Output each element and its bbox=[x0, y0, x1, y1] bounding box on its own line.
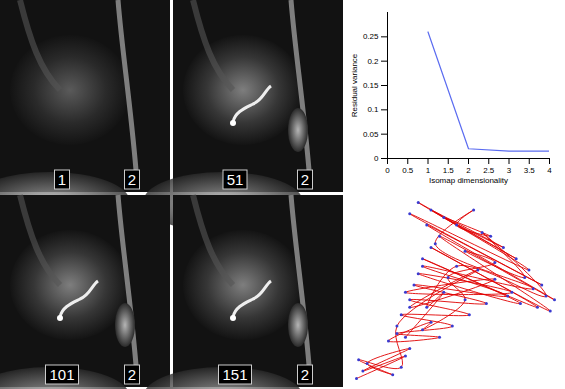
svg-text:0: 0 bbox=[374, 154, 379, 163]
svg-text:3: 3 bbox=[507, 166, 512, 175]
svg-text:51: 51 bbox=[227, 171, 244, 188]
svg-text:2: 2 bbox=[301, 171, 309, 188]
svg-text:2.5: 2.5 bbox=[483, 166, 495, 175]
svg-text:0.5: 0.5 bbox=[402, 166, 414, 175]
svg-text:1: 1 bbox=[426, 166, 431, 175]
svg-text:0.25: 0.25 bbox=[363, 32, 379, 41]
svg-text:Isomap dimensionality: Isomap dimensionality bbox=[429, 176, 508, 185]
svg-text:0.1: 0.1 bbox=[367, 105, 379, 114]
svg-text:3.5: 3.5 bbox=[524, 166, 536, 175]
svg-text:Residual variance: Residual variance bbox=[350, 53, 359, 117]
svg-text:101: 101 bbox=[49, 366, 74, 383]
svg-text:2: 2 bbox=[128, 171, 136, 188]
svg-text:2: 2 bbox=[466, 166, 471, 175]
svg-text:1: 1 bbox=[58, 171, 66, 188]
svg-text:0.2: 0.2 bbox=[367, 57, 379, 66]
svg-text:1.5: 1.5 bbox=[443, 166, 455, 175]
svg-text:2: 2 bbox=[301, 366, 309, 383]
svg-text:0: 0 bbox=[385, 166, 390, 175]
svg-text:4: 4 bbox=[547, 166, 552, 175]
svg-text:0.05: 0.05 bbox=[363, 130, 379, 139]
svg-text:0.15: 0.15 bbox=[363, 81, 379, 90]
svg-text:151: 151 bbox=[222, 366, 247, 383]
svg-text:2: 2 bbox=[128, 366, 136, 383]
